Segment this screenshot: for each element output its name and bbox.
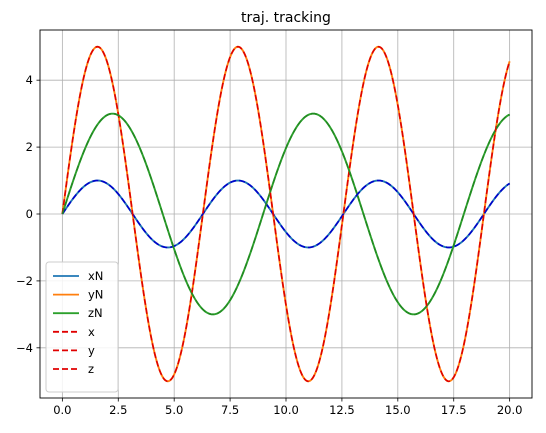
x-tick-label: 20.0 xyxy=(497,403,523,417)
x-tick-label: 15.0 xyxy=(385,403,411,417)
legend-label-xN: xN xyxy=(88,269,103,283)
legend-label-z: z xyxy=(88,362,94,376)
y-tick-label: −2 xyxy=(16,274,33,288)
series-line-x xyxy=(61,179,511,249)
x-tick-label: 5.0 xyxy=(165,403,183,417)
legend-label-y: y xyxy=(88,343,95,357)
y-tick-label: 4 xyxy=(26,73,33,87)
x-tick-label: 0.0 xyxy=(53,403,71,417)
series-line-z xyxy=(61,112,510,316)
x-tick-label: 2.5 xyxy=(109,403,127,417)
series-line-y xyxy=(61,45,511,383)
y-tick-label: 0 xyxy=(26,207,33,221)
series-layer xyxy=(61,45,511,383)
chart-title: traj. tracking xyxy=(241,10,331,26)
plot-frame xyxy=(39,29,533,399)
x-tick-label: 17.5 xyxy=(441,403,467,417)
x-tick-label: 7.5 xyxy=(221,403,239,417)
y-tick-label: −4 xyxy=(16,341,33,355)
legend-label-x: x xyxy=(88,325,95,339)
y-tick-label: 2 xyxy=(26,140,33,154)
x-tick-label: 10.0 xyxy=(273,403,299,417)
grid xyxy=(40,30,532,398)
legend-label-yN: yN xyxy=(88,288,103,302)
x-tick-label: 12.5 xyxy=(329,403,355,417)
legend-label-zN: zN xyxy=(88,306,103,320)
ticks: 0.0 2.5 5.0 7.5 10.0 12.5 15.0 17.5 20.0 −4 −2 0 2 4 xyxy=(16,73,522,417)
legend: xN yN zN xyz xyxy=(45,261,119,393)
legend-box xyxy=(45,261,119,393)
